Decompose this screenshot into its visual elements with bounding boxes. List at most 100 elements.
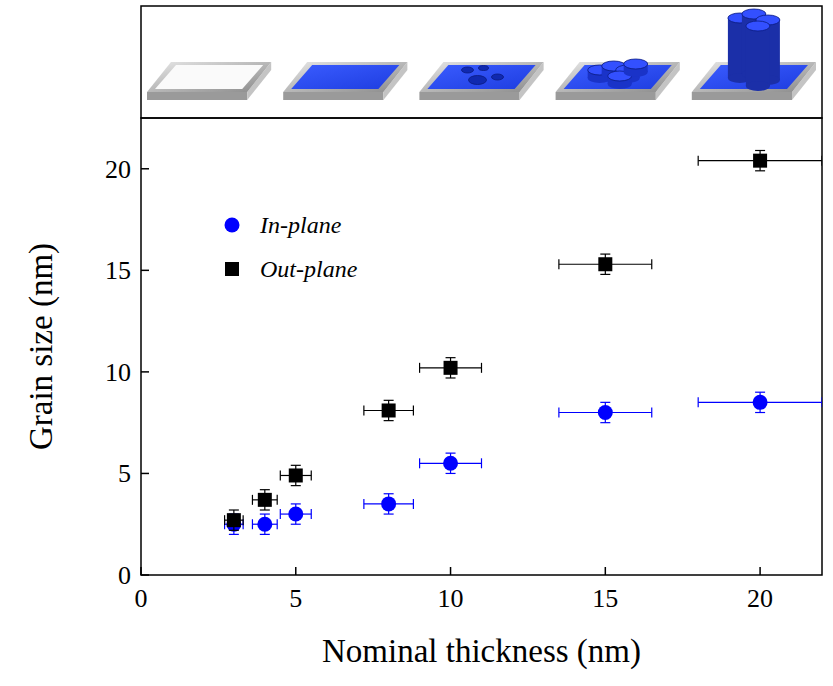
x-error-cap xyxy=(363,405,364,415)
y-error-cap xyxy=(384,513,394,514)
island xyxy=(462,67,474,73)
x-error-cap xyxy=(419,458,420,468)
y-axis-title: Grain size (nm) xyxy=(23,243,60,450)
island xyxy=(469,76,487,85)
x-error-cap xyxy=(277,495,278,505)
x-error-cap xyxy=(481,458,482,468)
y-error-cap xyxy=(755,170,765,171)
x-error-cap xyxy=(311,509,312,519)
legend-marker xyxy=(225,262,239,276)
y-error-cap xyxy=(291,524,301,525)
y-tick-label: 5 xyxy=(118,459,131,488)
data-point xyxy=(227,513,241,527)
series-circle xyxy=(225,392,822,534)
x-error-cap xyxy=(224,515,225,525)
stage-tile xyxy=(283,62,407,100)
x-error-cap xyxy=(481,363,482,373)
x-tick xyxy=(295,567,297,575)
data-point xyxy=(288,507,303,522)
y-error-cap xyxy=(446,357,456,358)
stage-tile xyxy=(147,62,271,100)
x-error-cap xyxy=(651,408,652,418)
y-tick-label: 10 xyxy=(105,358,131,387)
substrate-top xyxy=(283,62,407,92)
data-point xyxy=(598,405,613,420)
y-tick-label: 15 xyxy=(105,256,131,285)
y-error-cap xyxy=(600,402,610,403)
stage-tile xyxy=(692,9,816,100)
x-tick-label: 0 xyxy=(135,584,148,613)
film-layer xyxy=(564,65,672,89)
substrate-side xyxy=(692,92,792,100)
data-point xyxy=(443,456,458,471)
illustration-strip xyxy=(141,6,822,118)
x-tick-label: 5 xyxy=(289,584,302,613)
x-error-cap xyxy=(698,156,699,166)
x-error-cap xyxy=(311,470,312,480)
x-tick xyxy=(140,567,142,575)
x-error-cap xyxy=(821,156,822,166)
substrate-top xyxy=(556,62,680,92)
x-axis-title: Nominal thickness (nm) xyxy=(322,633,641,670)
x-error-cap xyxy=(252,495,253,505)
island xyxy=(479,66,489,71)
x-error-cap xyxy=(651,259,652,269)
substrate-side xyxy=(419,92,519,100)
y-error-cap xyxy=(229,534,239,535)
y-error-cap xyxy=(755,392,765,393)
substrate-side xyxy=(283,92,383,100)
data-point xyxy=(444,361,458,375)
x-error-cap xyxy=(698,397,699,407)
x-tick xyxy=(450,567,452,575)
y-error-cap xyxy=(446,453,456,454)
legend-marker xyxy=(225,218,240,233)
data-point xyxy=(753,395,768,410)
grain-top xyxy=(624,59,648,69)
y-error-cap xyxy=(291,465,301,466)
data-point xyxy=(257,517,272,532)
x-error-cap xyxy=(413,499,414,509)
y-error-cap xyxy=(260,489,270,490)
y-error-cap xyxy=(384,400,394,401)
x-tick-label: 20 xyxy=(747,584,773,613)
y-error-cap xyxy=(600,274,610,275)
x-tick xyxy=(759,567,761,575)
y-tick xyxy=(141,270,149,272)
film-layer xyxy=(427,65,535,89)
strip-frame xyxy=(141,6,822,118)
data-point xyxy=(598,257,612,271)
y-tick-label: 20 xyxy=(105,155,131,184)
y-error-cap xyxy=(291,485,301,486)
data-area xyxy=(225,150,822,534)
substrate-side xyxy=(147,92,247,100)
y-error-cap xyxy=(600,253,610,254)
y-error-cap xyxy=(384,493,394,494)
x-error-cap xyxy=(558,408,559,418)
data-point xyxy=(382,403,396,417)
y-error-cap xyxy=(600,422,610,423)
stage-tile xyxy=(419,62,543,100)
x-tick-label: 15 xyxy=(592,584,618,613)
film-layer xyxy=(291,65,399,89)
column-side xyxy=(746,26,770,86)
y-error-cap xyxy=(260,513,270,514)
column-base xyxy=(746,81,770,91)
y-tick xyxy=(141,371,149,373)
x-error-cap xyxy=(419,363,420,373)
x-tick-label: 10 xyxy=(438,584,464,613)
y-tick xyxy=(141,473,149,475)
y-error-cap xyxy=(260,534,270,535)
x-error-cap xyxy=(280,509,281,519)
plot-frame xyxy=(141,118,822,575)
x-error-cap xyxy=(558,259,559,269)
bare-surface xyxy=(155,65,263,89)
x-error-cap xyxy=(277,519,278,529)
data-point xyxy=(258,493,272,507)
x-error-cap xyxy=(363,499,364,509)
x-error-cap xyxy=(821,397,822,407)
y-error-cap xyxy=(755,412,765,413)
y-error-cap xyxy=(260,509,270,510)
y-error-cap xyxy=(446,473,456,474)
x-error-cap xyxy=(243,515,244,525)
x-error-cap xyxy=(252,519,253,529)
